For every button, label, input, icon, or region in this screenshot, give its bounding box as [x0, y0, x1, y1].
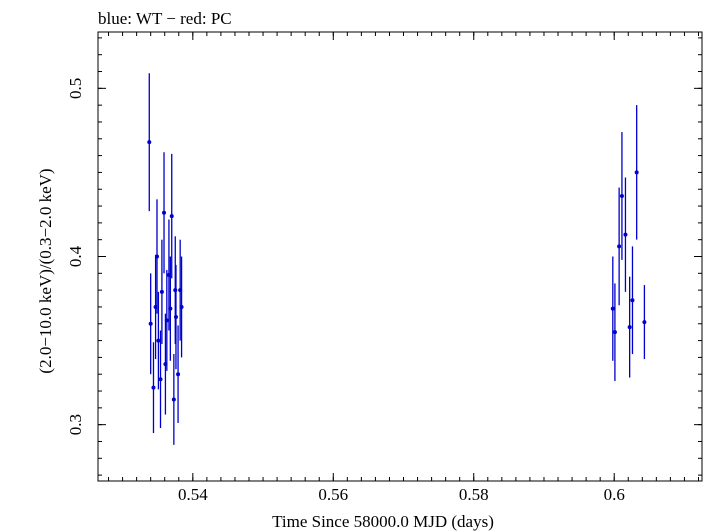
data-point	[147, 140, 152, 145]
data-point	[159, 289, 164, 294]
x-tick-label: 0.54	[178, 485, 208, 504]
data-point	[642, 320, 647, 325]
x-axis-label: Time Since 58000.0 MJD (days)	[272, 512, 494, 531]
data-point	[168, 306, 173, 311]
series-layer	[147, 73, 647, 445]
data-point	[630, 298, 635, 303]
y-axis-label: (2.0−10.0 keV)/(0.3−2.0 keV)	[36, 168, 55, 373]
data-point	[173, 288, 178, 293]
y-tick-label: 0.5	[66, 78, 85, 99]
data-point	[634, 170, 639, 175]
data-point	[176, 372, 181, 377]
data-point	[151, 385, 156, 390]
data-point	[623, 232, 628, 237]
data-point	[612, 330, 617, 335]
data-point	[179, 304, 184, 309]
x-tick-label: 0.58	[459, 485, 489, 504]
data-point	[154, 254, 159, 259]
data-point	[173, 315, 178, 320]
data-point	[627, 325, 632, 330]
data-point	[171, 397, 176, 402]
data-point	[617, 244, 622, 249]
data-point	[156, 338, 161, 343]
x-axis-ticks: 0.54 0.56 0.58 0.6	[108, 32, 699, 504]
y-tick-label: 0.3	[66, 414, 85, 435]
data-point	[610, 306, 615, 311]
data-point	[148, 321, 153, 326]
data-point	[169, 214, 174, 219]
y-axis-ticks: 0.3 0.4 0.5	[66, 37, 702, 476]
data-point	[158, 377, 163, 382]
x-tick-label: 0.6	[604, 485, 625, 504]
data-point	[619, 193, 624, 198]
data-point	[164, 318, 169, 323]
plot-frame	[97, 31, 703, 482]
x-tick-label: 0.56	[318, 485, 348, 504]
data-point	[162, 210, 167, 215]
chart-title: blue: WT − red: PC	[98, 9, 232, 28]
y-tick-label: 0.4	[66, 245, 85, 267]
